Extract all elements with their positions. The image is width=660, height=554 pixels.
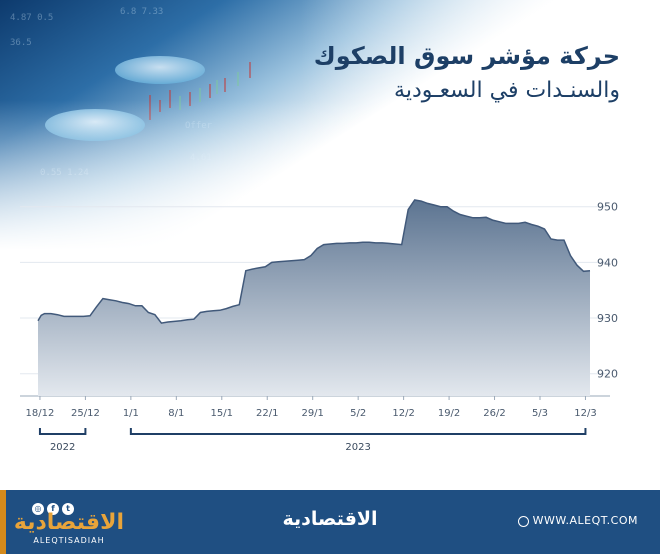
instagram-icon[interactable]: ◎ [32, 503, 44, 515]
x-tick-label: 26/2 [483, 408, 505, 419]
title-line-1: حركة مؤشر سوق الصكوك [313, 42, 620, 70]
facebook-icon[interactable]: f [47, 503, 59, 515]
year-label: 2022 [50, 442, 75, 453]
hero-background-image: 4.87 0.56.8 7.33 36.5Offer 0.55 1.244.61 [0, 0, 660, 250]
x-tick-label: 8/1 [168, 408, 184, 419]
x-tick-label: 29/1 [301, 408, 323, 419]
title-line-2: والسنـدات في السعـودية [394, 78, 620, 103]
y-tick-label: 940 [597, 256, 618, 269]
x-tick-label: 22/1 [256, 408, 278, 419]
series-line [37, 199, 591, 324]
accent-stripe [0, 490, 6, 554]
website-text: WWW.ALEQT.COM [532, 514, 638, 527]
y-tick-label: 950 [597, 201, 618, 214]
x-tick-label: 12/2 [392, 408, 414, 419]
brand-logo-center: الاقتصادية [282, 508, 378, 530]
footer-bar: ◎ f t الاقتصادية ALEQTISADIAH الاقتصادية W… [0, 490, 660, 554]
year-bracket [38, 428, 87, 435]
chart-title: حركة مؤشر سوق الصكوك والسنـدات في السعـو… [314, 40, 620, 106]
y-tick-label: 930 [597, 312, 618, 325]
area-chart: 920 930 940 950 18/12 25/12 1/1 8/1 15/1 22/1 29/… [20, 199, 618, 453]
series-area [38, 200, 590, 396]
x-tick-label: 25/12 [71, 408, 100, 419]
x-tick-label: 19/2 [438, 408, 460, 419]
social-icons: ◎ f t [32, 496, 77, 515]
year-label: 2023 [345, 442, 370, 453]
y-tick-label: 920 [597, 368, 618, 381]
brand-logo-left: الاقتصادية [13, 510, 124, 535]
website-link[interactable]: WWW.ALEQT.COM [517, 514, 638, 527]
globe-icon [517, 515, 529, 527]
brand-logo-sub: ALEQTISADIAH [33, 536, 105, 545]
x-tick-label: 5/2 [350, 408, 366, 419]
x-tick-label: 12/3 [574, 408, 596, 419]
year-bracket [129, 428, 587, 435]
twitter-icon[interactable]: t [62, 503, 74, 515]
x-tick-label: 1/1 [123, 408, 139, 419]
x-tick-label: 18/12 [26, 408, 55, 419]
x-tick-label: 15/1 [211, 408, 233, 419]
x-tick-label: 5/3 [532, 408, 548, 419]
